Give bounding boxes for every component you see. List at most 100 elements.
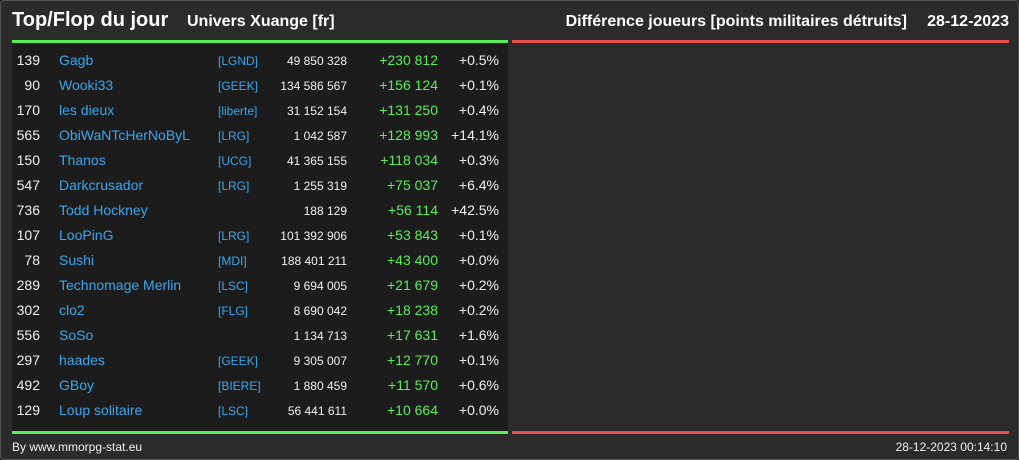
- points-difference: +17 631: [387, 327, 438, 343]
- points-difference: +118 034: [380, 152, 438, 168]
- player-rank: 170: [16, 102, 40, 118]
- player-points: 188 129: [303, 204, 347, 218]
- player-rank: 150: [16, 152, 40, 168]
- metric-label: Différence joueurs [points militaires dé…: [565, 13, 907, 30]
- player-name-link[interactable]: Technomage Merlin: [59, 277, 182, 293]
- player-rank: 139: [16, 52, 40, 68]
- table-row: 736 Todd Hockney 188 129 +56 114 +42.5%: [12, 198, 508, 223]
- table-row: 90 Wooki33 [GEEK] 134 586 567 +156 124 +0.1%: [12, 73, 508, 98]
- player-points: 8 690 042: [293, 304, 347, 318]
- player-name-link[interactable]: GBoy: [59, 377, 95, 393]
- player-rank: 302: [16, 302, 40, 318]
- flop-players-list: [512, 43, 1009, 431]
- player-name-link[interactable]: Loup solitaire: [59, 402, 143, 418]
- points-difference: +18 238: [387, 302, 438, 318]
- site-credit-link[interactable]: By www.mmorpg-stat.eu: [12, 440, 143, 454]
- bottom-divider-green: [12, 431, 508, 434]
- player-points: 1 134 713: [293, 329, 347, 343]
- player-name-link[interactable]: Darkcrusador: [59, 177, 144, 193]
- player-name-link[interactable]: Thanos: [59, 152, 106, 168]
- alliance-tag-link[interactable]: [FLG]: [218, 304, 249, 318]
- player-rank: 297: [16, 352, 40, 368]
- alliance-tag-link[interactable]: [LSC]: [218, 279, 249, 293]
- percent-change: +0.1%: [458, 77, 499, 93]
- header: Top/Flop du jour Univers Xuange [fr] Dif…: [1, 1, 1019, 41]
- points-difference: +128 993: [379, 127, 438, 143]
- player-rank: 107: [16, 227, 40, 243]
- alliance-tag-link[interactable]: [LSC]: [218, 404, 249, 418]
- player-points: 1 880 459: [293, 379, 347, 393]
- points-difference: +21 679: [387, 277, 438, 293]
- percent-change: +42.5%: [451, 202, 499, 218]
- alliance-tag-link[interactable]: [LGND]: [218, 54, 259, 68]
- update-timestamp: 28-12-2023 00:14:10: [895, 440, 1007, 454]
- alliance-tag-link[interactable]: [LRG]: [218, 229, 250, 243]
- player-rank: 736: [16, 202, 40, 218]
- table-row: 302 clo2 [FLG] 8 690 042 +18 238 +0.2%: [12, 298, 508, 323]
- percent-change: +0.2%: [458, 277, 499, 293]
- player-name-link[interactable]: LooPinG: [59, 227, 114, 243]
- points-difference: +53 843: [387, 227, 438, 243]
- player-name-link[interactable]: Todd Hockney: [59, 202, 148, 218]
- table-row: 129 Loup solitaire [LSC] 56 441 611 +10 664 +…: [12, 398, 508, 423]
- player-points: 56 441 611: [287, 404, 347, 418]
- table-row: 78 Sushi [MDI] 188 401 211 +43 400 +0.0%: [12, 248, 508, 273]
- table-row: 297 haades [GEEK] 9 305 007 +12 770 +0.1%: [12, 348, 508, 373]
- table-row: 139 Gagb [LGND] 49 850 328 +230 812 +0.5%: [12, 48, 508, 73]
- table-row: 150 Thanos [UCG] 41 365 155 +118 034 +0.3%: [12, 148, 508, 173]
- percent-change: +0.5%: [458, 52, 499, 68]
- alliance-tag-link[interactable]: [liberte]: [218, 104, 258, 118]
- player-points: 9 694 005: [293, 279, 347, 293]
- points-difference: +56 114: [388, 202, 438, 218]
- player-name-link[interactable]: ObiWaNTcHerNoByL: [59, 127, 190, 143]
- percent-change: +0.4%: [458, 102, 499, 118]
- player-name-link[interactable]: Wooki33: [59, 77, 114, 93]
- player-name-link[interactable]: clo2: [59, 302, 85, 318]
- table-row: 492 GBoy [BIERE] 1 880 459 +11 570 +0.6%: [12, 373, 508, 398]
- points-difference: +156 124: [379, 77, 438, 93]
- bottom-divider-red: [512, 431, 1009, 434]
- player-name-link[interactable]: Gagb: [59, 52, 94, 68]
- percent-change: +0.0%: [458, 402, 499, 418]
- player-name-link[interactable]: haades: [59, 352, 105, 368]
- points-difference: +75 037: [387, 177, 438, 193]
- player-rank: 547: [16, 177, 40, 193]
- player-points: 9 305 007: [293, 354, 347, 368]
- top-divider-green: [12, 40, 508, 43]
- percent-change: +0.0%: [458, 252, 499, 268]
- alliance-tag-link[interactable]: [MDI]: [218, 254, 247, 268]
- alliance-tag-link[interactable]: [LRG]: [218, 129, 250, 143]
- alliance-tag-link[interactable]: [BIERE]: [218, 379, 261, 393]
- alliance-tag-link[interactable]: [GEEK]: [218, 354, 259, 368]
- alliance-tag-link[interactable]: [LRG]: [218, 179, 250, 193]
- player-points: 188 401 211: [281, 254, 347, 268]
- points-difference: +43 400: [387, 252, 438, 268]
- table-row: 107 LooPinG [LRG] 101 392 906 +53 843 +0.1%: [12, 223, 508, 248]
- player-rank: 565: [16, 127, 40, 143]
- percent-change: +6.4%: [458, 177, 499, 193]
- player-rank: 90: [24, 77, 40, 93]
- table-row: 170 les dieux [liberte] 31 152 154 +131 250 +…: [12, 98, 508, 123]
- table-row: 289 Technomage Merlin [LSC] 9 694 005 +21 67…: [12, 273, 508, 298]
- player-points: 1 042 587: [293, 129, 347, 143]
- player-name-link[interactable]: les dieux: [59, 102, 115, 118]
- table-row: 565 ObiWaNTcHerNoByL [LRG] 1 042 587 +128 99…: [12, 123, 508, 148]
- player-name-link[interactable]: Sushi: [59, 252, 95, 268]
- table-row: 547 Darkcrusador [LRG] 1 255 319 +75 037 +6.4…: [12, 173, 508, 198]
- points-difference: +10 664: [387, 402, 438, 418]
- player-points: 1 255 319: [293, 179, 347, 193]
- points-difference: +11 570: [388, 377, 438, 393]
- player-name-link[interactable]: SoSo: [59, 327, 94, 343]
- percent-change: +0.1%: [458, 227, 499, 243]
- points-difference: +230 812: [379, 52, 438, 68]
- points-difference: +12 770: [387, 352, 438, 368]
- percent-change: +0.2%: [458, 302, 499, 318]
- universe-label: Univers Xuange [fr]: [187, 13, 335, 30]
- alliance-tag-link[interactable]: [GEEK]: [218, 79, 259, 93]
- player-rank: 289: [16, 277, 40, 293]
- player-rank: 556: [16, 327, 40, 343]
- percent-change: +0.3%: [458, 152, 499, 168]
- percent-change: +0.6%: [458, 377, 499, 393]
- alliance-tag-link[interactable]: [UCG]: [218, 154, 252, 168]
- percent-change: +1.6%: [458, 327, 499, 343]
